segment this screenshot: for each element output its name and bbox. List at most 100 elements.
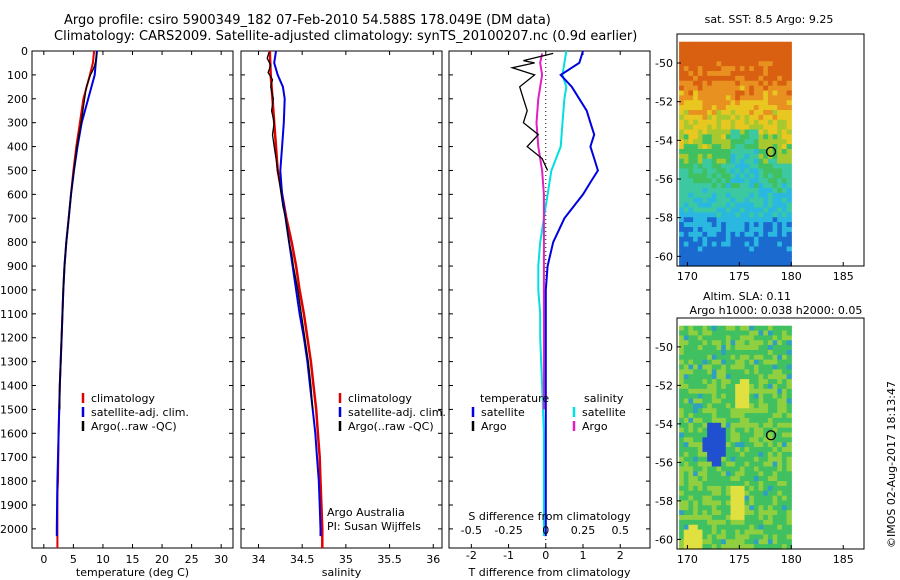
y-tick-label: 1500 bbox=[0, 403, 28, 416]
y-tick-label: 1300 bbox=[0, 356, 28, 369]
legend-label: satellite bbox=[582, 406, 626, 419]
x-tick-label: 2 bbox=[617, 549, 624, 562]
map-x-tick-label: 185 bbox=[833, 553, 854, 566]
y-tick-label: 1000 bbox=[0, 284, 28, 297]
y-tick-label: 1100 bbox=[0, 308, 28, 321]
x-tick-label: 10 bbox=[96, 553, 110, 566]
legend-title-salinity: salinity bbox=[584, 392, 624, 405]
series-line-t-argo bbox=[509, 52, 554, 171]
map-y-tick-label: -50 bbox=[655, 341, 673, 354]
x-axis-label: temperature (deg C) bbox=[76, 566, 189, 579]
legend-label: climatology bbox=[348, 392, 412, 405]
sla-map-title-1: Altim. SLA: 0.11 bbox=[703, 290, 791, 303]
x-tick-label: 35.5 bbox=[377, 553, 402, 566]
x-tick-label: 35 bbox=[339, 553, 353, 566]
sla-map-title-2: Argo h1000: 0.038 h2000: 0.05 bbox=[690, 304, 863, 317]
x-tick-label: 0 bbox=[40, 553, 47, 566]
map-y-tick-label: -54 bbox=[655, 418, 673, 431]
map-y-tick-label: -56 bbox=[655, 456, 673, 469]
x-axis-label: T difference from climatology bbox=[468, 566, 631, 579]
plot-frame bbox=[240, 50, 443, 549]
sla-field bbox=[679, 325, 792, 550]
map-border bbox=[676, 317, 865, 550]
x-tick-label: 20 bbox=[155, 553, 169, 566]
series-line-argo bbox=[266, 52, 314, 410]
imos-stamp: ©IMOS 02-Aug-2017 18:13:47 bbox=[885, 381, 898, 548]
map-x-tick-label: 170 bbox=[677, 270, 698, 283]
y-tick-label: 0 bbox=[21, 45, 28, 58]
y-tick-label: 900 bbox=[7, 260, 28, 273]
y-tick-label: 800 bbox=[7, 236, 28, 249]
argo-position-marker bbox=[765, 430, 777, 441]
map-x-tick-label: 175 bbox=[729, 270, 750, 283]
x-tick-label: -2 bbox=[466, 549, 477, 562]
map-y-tick-label: -60 bbox=[655, 250, 673, 263]
map-x-tick-label: 175 bbox=[729, 553, 750, 566]
x-tick-label: 15 bbox=[126, 553, 140, 566]
y-tick-label: 1700 bbox=[0, 451, 28, 464]
legend-label: Argo bbox=[582, 420, 608, 433]
x-tick-label: 30 bbox=[214, 553, 228, 566]
map-y-tick-label: -52 bbox=[655, 379, 673, 392]
series-line-climatology bbox=[268, 50, 324, 548]
s-tick-label: 0.5 bbox=[611, 524, 629, 537]
map-y-tick-label: -52 bbox=[655, 96, 673, 109]
legend-label: Argo(..raw -QC) bbox=[91, 420, 177, 433]
map-y-tick-label: -60 bbox=[655, 533, 673, 546]
legend-label: satellite bbox=[481, 406, 525, 419]
series-line-argo bbox=[59, 52, 98, 410]
plot-frame bbox=[31, 50, 234, 549]
legend-title-temperature: temperature bbox=[480, 392, 549, 405]
argo-position-marker bbox=[765, 146, 777, 157]
annotation-line-2: PI: Susan Wijffels bbox=[327, 520, 421, 533]
s-tick-label: 0.25 bbox=[571, 524, 596, 537]
x-tick-label: 36 bbox=[426, 553, 440, 566]
y-tick-label: 300 bbox=[7, 117, 28, 130]
x-axis-label: salinity bbox=[322, 566, 362, 579]
series-line-s-satellite bbox=[537, 50, 568, 537]
x-tick-label: -1 bbox=[503, 549, 514, 562]
map-y-tick-label: -54 bbox=[655, 134, 673, 147]
s-tick-label: -0.5 bbox=[461, 524, 482, 537]
annotation-line-1: Argo Australia bbox=[327, 506, 405, 519]
s-tick-label: 0 bbox=[542, 524, 549, 537]
y-tick-label: 500 bbox=[7, 164, 28, 177]
sst-map-title: sat. SST: 8.5 Argo: 9.25 bbox=[705, 13, 834, 26]
title-line-2: Climatology: CARS2009. Satellite-adjuste… bbox=[54, 29, 638, 44]
x-tick-label: 1 bbox=[580, 549, 587, 562]
y-tick-label: 1200 bbox=[0, 332, 28, 345]
x-tick-label: 0 bbox=[542, 549, 549, 562]
y-tick-label: 1800 bbox=[0, 475, 28, 488]
series-line-t-satellite bbox=[544, 50, 599, 537]
y-tick-label: 200 bbox=[7, 93, 28, 106]
x-tick-label: 34 bbox=[251, 553, 265, 566]
map-x-tick-label: 180 bbox=[781, 553, 802, 566]
y-tick-label: 1600 bbox=[0, 427, 28, 440]
y-tick-label: 100 bbox=[7, 69, 28, 82]
map-y-tick-label: -58 bbox=[655, 495, 673, 508]
map-border bbox=[676, 33, 865, 267]
s-axis-label: S difference from climatology bbox=[468, 510, 631, 523]
sst-field bbox=[679, 41, 792, 267]
plot-frame bbox=[448, 50, 651, 549]
legend-label: climatology bbox=[91, 392, 155, 405]
y-tick-label: 2000 bbox=[0, 523, 28, 536]
series-line-s-argo bbox=[535, 53, 545, 410]
map-y-tick-label: -50 bbox=[655, 57, 673, 70]
map-y-tick-label: -58 bbox=[655, 212, 673, 225]
y-tick-label: 600 bbox=[7, 188, 28, 201]
legend-label: satellite-adj. clim. bbox=[348, 406, 446, 419]
legend-label: Argo bbox=[481, 420, 507, 433]
x-tick-label: 34.5 bbox=[290, 553, 315, 566]
y-tick-label: 700 bbox=[7, 212, 28, 225]
y-tick-label: 1400 bbox=[0, 380, 28, 393]
series-line-satellite-adj-clim- bbox=[273, 50, 322, 537]
x-tick-label: 5 bbox=[70, 553, 77, 566]
title-line-1: Argo profile: csiro 5900349_182 07-Feb-2… bbox=[64, 13, 551, 28]
x-tick-label: 25 bbox=[185, 553, 199, 566]
map-x-tick-label: 180 bbox=[781, 270, 802, 283]
s-tick-label: -0.25 bbox=[494, 524, 522, 537]
map-x-tick-label: 185 bbox=[833, 270, 854, 283]
map-x-tick-label: 170 bbox=[677, 553, 698, 566]
